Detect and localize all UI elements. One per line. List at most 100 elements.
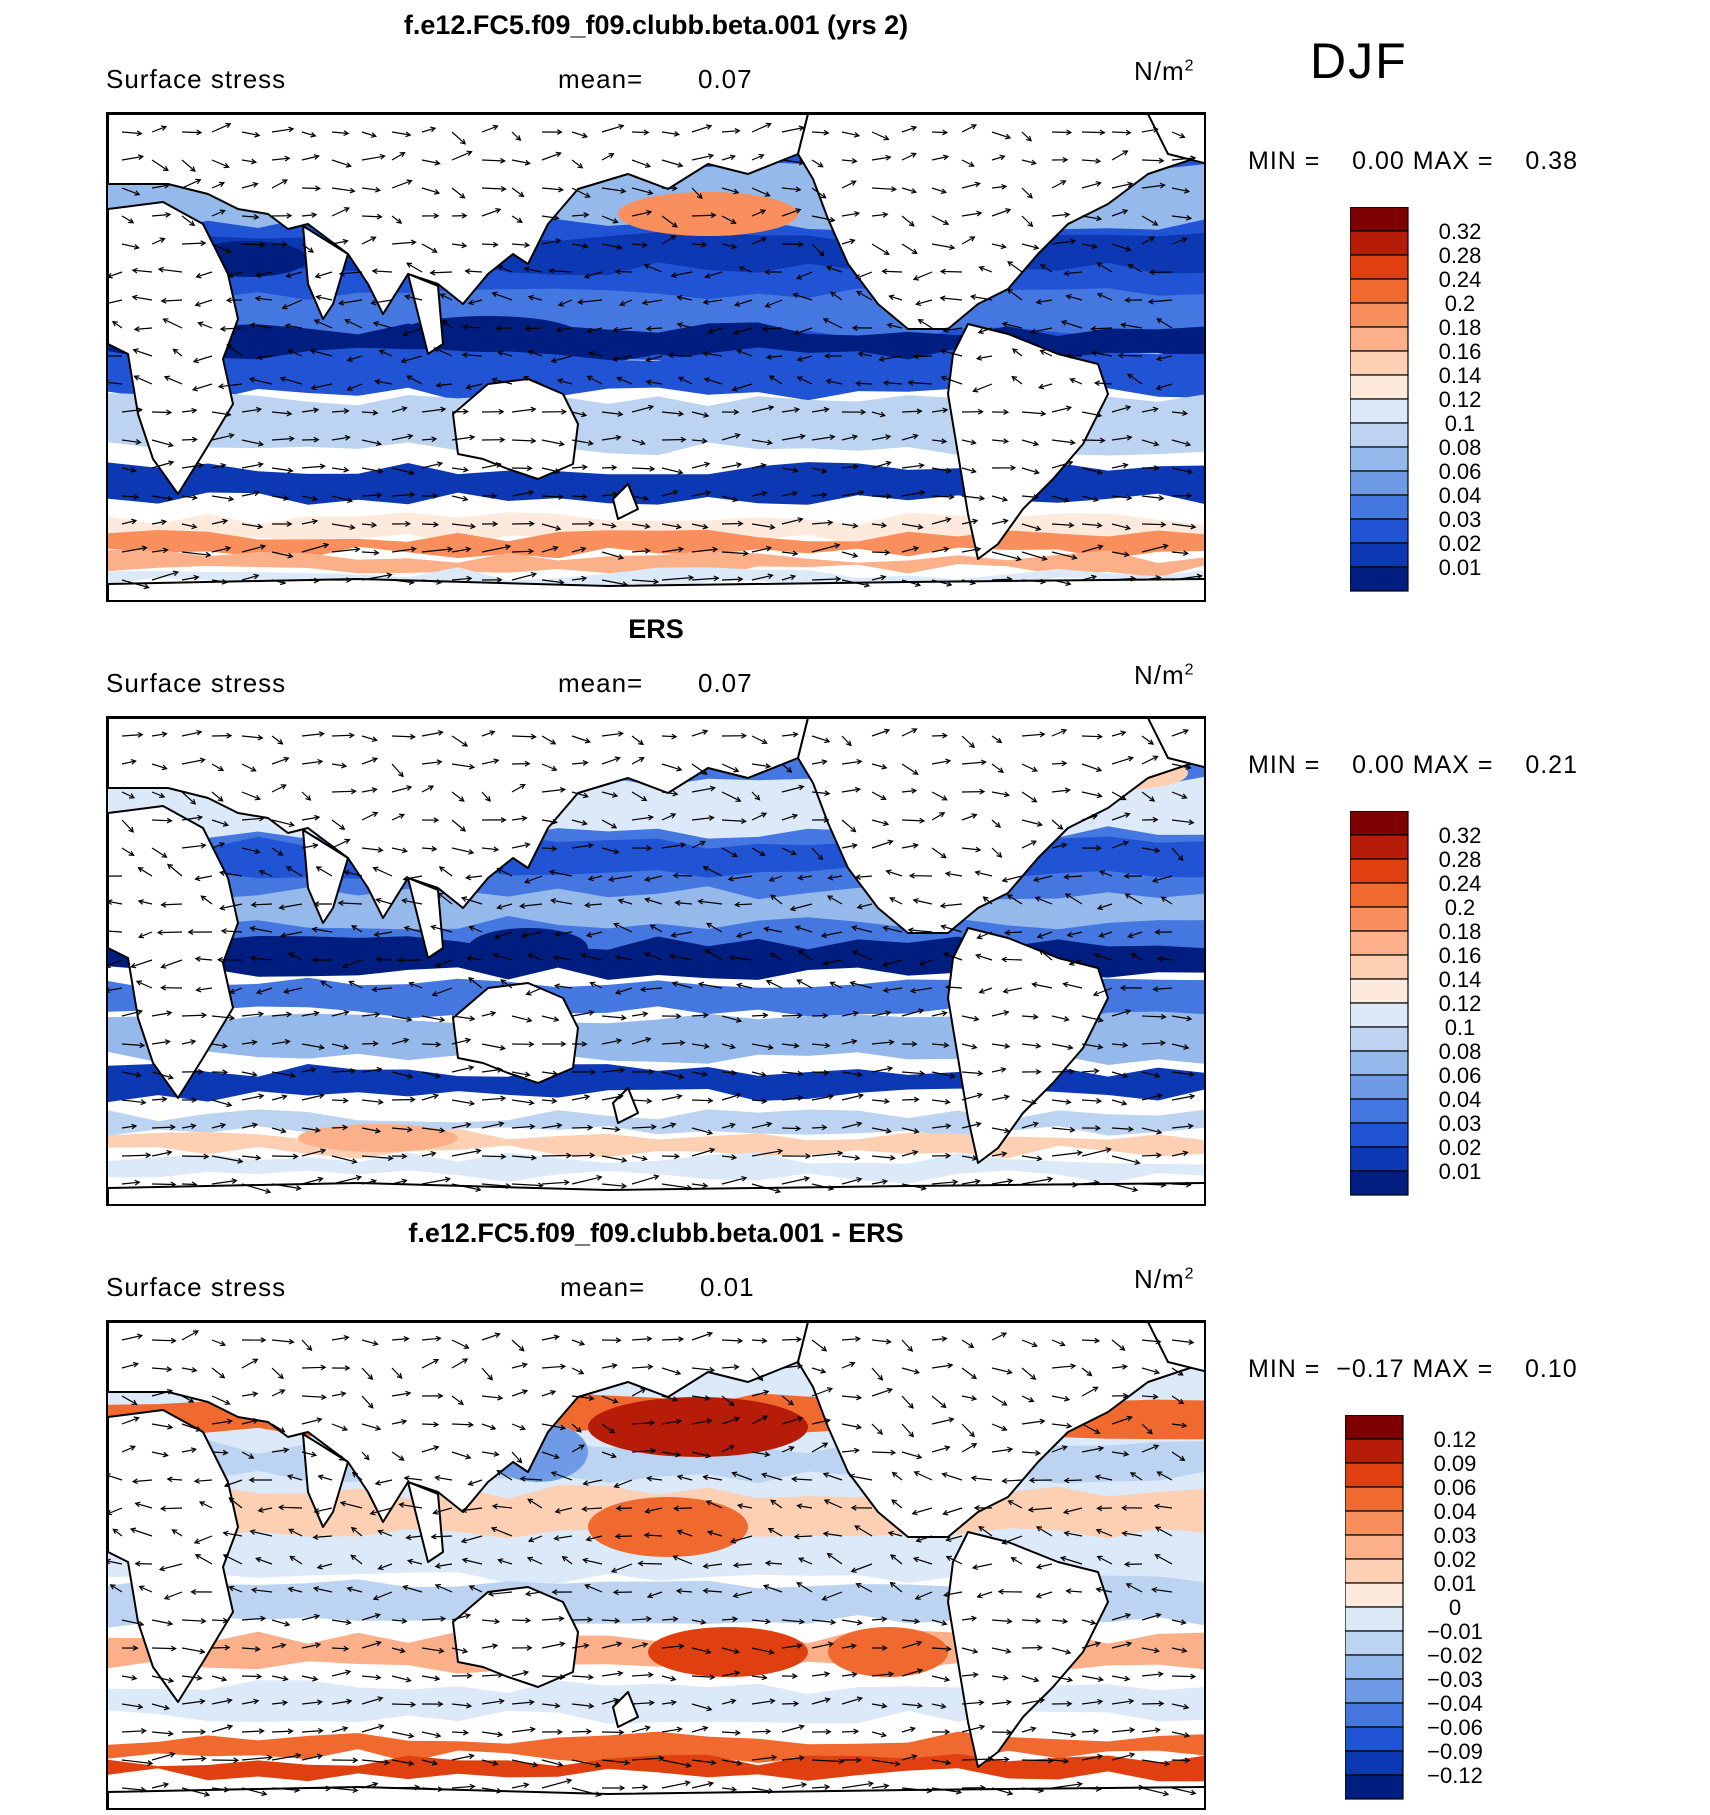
stress-vector xyxy=(601,1642,622,1649)
stress-vector-head xyxy=(709,1674,716,1681)
stress-vector xyxy=(811,1183,834,1190)
stress-vector-head xyxy=(1152,816,1159,823)
stress-vector xyxy=(781,187,801,191)
stress-vector xyxy=(841,1122,862,1129)
stress-vector-head xyxy=(401,847,409,854)
stress-vector xyxy=(991,131,1011,139)
stress-vector-head xyxy=(940,188,947,194)
stress-vector xyxy=(751,406,774,413)
stress-vector-head xyxy=(343,408,350,415)
stress-vector-head xyxy=(466,150,473,156)
stress-vector xyxy=(528,350,543,357)
stress-vector xyxy=(451,436,475,441)
stress-vector-head xyxy=(288,126,295,133)
colorbar-tick-label: 0.04 xyxy=(1434,1499,1477,1524)
stress-vector-head xyxy=(644,1725,651,1732)
stress-vector-head xyxy=(1123,1450,1130,1457)
stress-vector-head xyxy=(371,736,378,742)
stress-vector-head xyxy=(821,467,828,474)
stress-vector-head xyxy=(436,461,444,467)
stress-vector-head xyxy=(696,193,703,200)
stress-vector xyxy=(734,327,753,335)
stress-vector-head xyxy=(436,579,443,585)
stress-vector xyxy=(811,521,833,525)
stress-vector xyxy=(1081,1675,1103,1681)
stress-vector-head xyxy=(638,757,645,763)
stress-vector-head xyxy=(371,757,379,763)
stress-vector-head xyxy=(887,839,894,846)
stress-vector-head xyxy=(912,275,920,281)
stress-contour-band xyxy=(108,347,1204,401)
stress-vector xyxy=(279,1506,303,1509)
stress-vector-head xyxy=(249,322,256,329)
stress-vector-head xyxy=(161,731,168,738)
stress-vector xyxy=(1093,987,1113,996)
stress-vector xyxy=(181,1448,196,1453)
stress-vector xyxy=(601,1127,620,1131)
stress-vector-head xyxy=(403,1336,410,1342)
stress-vector-head xyxy=(829,434,836,441)
stress-maximum-region xyxy=(298,1124,458,1152)
stress-vector-head xyxy=(821,491,828,498)
stress-vector-head xyxy=(945,1759,952,1766)
stress-vector xyxy=(751,1390,769,1397)
stress-vector-head xyxy=(703,1043,710,1049)
stress-vector xyxy=(1171,439,1191,446)
stress-vector-head xyxy=(521,815,528,822)
stress-vector xyxy=(661,411,683,415)
stress-vector-head xyxy=(1010,1557,1017,1563)
stress-vector xyxy=(901,1098,919,1101)
colorbar-swatch xyxy=(1350,374,1409,400)
stress-vector xyxy=(498,1559,513,1565)
stress-vector-head xyxy=(790,574,797,581)
stress-vector-head xyxy=(1035,1526,1043,1532)
stress-vector-head xyxy=(1099,437,1106,444)
colorbar-swatch xyxy=(1345,1510,1404,1536)
stress-vector xyxy=(211,123,231,133)
stress-vector xyxy=(151,1071,173,1079)
stress-vector xyxy=(1126,1583,1143,1593)
stress-vector-head xyxy=(978,265,985,272)
stress-vector-head xyxy=(823,1499,830,1505)
stress-vector-head xyxy=(166,1366,173,1373)
stress-vector-head xyxy=(849,1361,856,1368)
stress-vector xyxy=(931,1071,955,1078)
stress-vector xyxy=(811,544,840,553)
stress-vector xyxy=(1066,1590,1083,1593)
stress-vector-head xyxy=(614,268,621,275)
stress-vector xyxy=(241,215,259,218)
stress-vector-head xyxy=(588,1674,595,1681)
stress-vector-head xyxy=(108,987,111,994)
stress-vector xyxy=(527,1498,543,1509)
stress-vector xyxy=(361,236,376,245)
stress-vector xyxy=(1122,1532,1143,1537)
stress-vector-head xyxy=(314,272,321,279)
stress-vector xyxy=(271,179,288,189)
stress-vector xyxy=(421,731,443,737)
stress-vector xyxy=(1002,322,1023,329)
stress-vector xyxy=(631,1175,659,1185)
stress-vector-head xyxy=(343,466,350,473)
stress-vector xyxy=(481,463,501,469)
stress-vector xyxy=(811,1698,830,1705)
stress-vector xyxy=(451,1358,468,1369)
units-exponent: 2 xyxy=(1184,661,1195,679)
stress-vector xyxy=(391,180,412,189)
stress-vector xyxy=(541,1617,564,1621)
stress-vector xyxy=(1141,1154,1161,1157)
stress-vector-head xyxy=(1156,1152,1162,1159)
stress-vector xyxy=(901,126,917,133)
stress-vector xyxy=(1070,378,1083,385)
stress-vector xyxy=(181,1155,209,1158)
stress-vector xyxy=(151,819,172,822)
stress-vector xyxy=(451,467,468,471)
stress-vector xyxy=(601,215,618,223)
stress-vector-head xyxy=(677,469,684,475)
colorbar-swatch xyxy=(1345,1582,1404,1608)
stress-vector-head xyxy=(370,236,377,242)
stress-vector-head xyxy=(279,579,287,586)
stress-vector-head xyxy=(1006,1368,1013,1375)
stress-vector-head xyxy=(340,1391,347,1397)
stress-vector xyxy=(451,1731,468,1734)
stress-vector-head xyxy=(228,433,235,439)
